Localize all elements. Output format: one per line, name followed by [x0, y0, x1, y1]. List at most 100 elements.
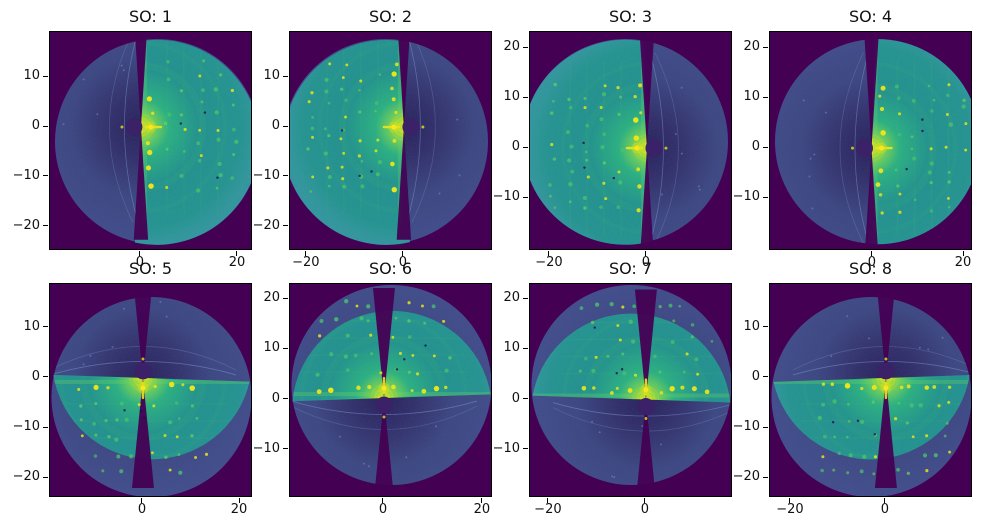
y-tick-label: 10 [23, 318, 40, 334]
tick-mark [236, 251, 238, 256]
y-tick-label: 20 [743, 39, 760, 55]
tick-mark [523, 448, 528, 450]
subplot-title: SO: 4 [848, 7, 893, 26]
x-tick-label: −20 [292, 255, 320, 270]
tick-mark [43, 125, 48, 127]
subplot-so-8: SO: 8 10 0 −10 −20 −20 0 [733, 259, 972, 517]
subplot-title: SO: 7 [608, 259, 653, 278]
tick-mark [763, 426, 768, 428]
tick-mark [283, 175, 288, 177]
y-tick-label: 10 [743, 89, 760, 105]
detector-image [290, 32, 491, 249]
tick-mark [283, 125, 288, 127]
x-tick-label: 20 [954, 255, 972, 270]
y-tick-label: 0 [271, 390, 280, 406]
tick-mark [139, 251, 141, 256]
axes-area [289, 31, 492, 250]
tick-mark [763, 46, 768, 48]
subplot-so-1: SO: 1 10 0 −10 −20 0 20 [13, 7, 252, 270]
beamstop [645, 139, 663, 157]
y-tick-label: 10 [503, 89, 520, 105]
tick-mark [283, 75, 288, 77]
axes-area [769, 283, 972, 497]
tick-mark [523, 196, 528, 198]
detector-image [530, 32, 731, 249]
y-tick-label: 10 [743, 318, 760, 334]
tick-mark [962, 251, 964, 256]
beamstop [637, 398, 655, 416]
tick-mark [523, 146, 528, 148]
y-tick-label: −20 [12, 217, 40, 233]
tick-mark [763, 196, 768, 198]
x-tick-label: 0 [880, 502, 890, 517]
tick-mark [481, 498, 483, 503]
subplot-so-5: SO: 5 10 0 −10 −20 0 20 [13, 259, 252, 517]
y-tick-label: 0 [751, 139, 760, 155]
beamstop [402, 118, 420, 136]
y-tick-label: −10 [492, 440, 520, 456]
y-tick-label: −10 [492, 189, 520, 204]
tick-mark [548, 251, 550, 256]
tick-mark [283, 297, 288, 299]
y-tick-label: −20 [12, 469, 40, 485]
tick-mark [283, 448, 288, 450]
x-tick-label: 0 [640, 502, 650, 517]
subplot-so-6: SO: 6 20 10 0 −10 0 20 [253, 259, 492, 517]
subplot-so-3: SO: 3 20 10 0 −10 −20 0 [493, 7, 732, 270]
axes-area [769, 31, 972, 250]
subplot-title: SO: 5 [128, 259, 173, 278]
beamstop [134, 362, 152, 380]
detector-image [290, 284, 491, 496]
tick-mark [43, 326, 48, 328]
tick-mark [402, 251, 404, 256]
x-tick-label: 20 [473, 502, 491, 517]
tick-mark [43, 376, 48, 378]
detector-image [530, 284, 731, 496]
x-tick-label: 0 [641, 255, 651, 270]
subplot-title: SO: 8 [848, 259, 893, 278]
axes-area [49, 31, 252, 250]
subplot-so-4: SO: 4 20 10 0 −10 0 20 [733, 7, 972, 270]
tick-mark [645, 251, 647, 256]
x-tick-label: 20 [228, 255, 246, 270]
tick-mark [43, 476, 48, 478]
y-tick-label: 0 [511, 390, 520, 406]
y-tick-label: −10 [252, 440, 280, 456]
tick-mark [644, 498, 646, 503]
axes-area [49, 283, 252, 497]
tick-mark [523, 96, 528, 98]
tick-mark [763, 376, 768, 378]
y-tick-label: 10 [23, 68, 40, 84]
y-tick-label: 0 [271, 118, 280, 134]
subplot-title: SO: 3 [608, 7, 653, 26]
tick-mark [871, 251, 873, 256]
x-tick-label: 0 [378, 502, 388, 517]
y-tick-label: 0 [31, 368, 40, 384]
x-tick-label: −20 [535, 255, 563, 270]
x-tick-label: 0 [398, 255, 408, 270]
y-tick-label: 0 [511, 139, 520, 155]
tick-mark [141, 498, 143, 503]
x-tick-label: −20 [776, 502, 804, 517]
y-tick-label: 0 [31, 118, 40, 134]
y-tick-label: −20 [732, 469, 760, 485]
tick-mark [238, 498, 240, 503]
subplot-title: SO: 2 [368, 7, 413, 26]
tick-mark [547, 498, 549, 503]
x-tick-label: 0 [867, 255, 877, 270]
tick-mark [283, 398, 288, 400]
tick-mark [763, 476, 768, 478]
tick-mark [283, 225, 288, 227]
axes-area [289, 283, 492, 497]
x-tick-label: 0 [137, 502, 147, 517]
y-tick-label: −10 [12, 167, 40, 183]
tick-mark [305, 251, 307, 256]
tick-mark [283, 347, 288, 349]
tick-mark [43, 75, 48, 77]
beamstop [375, 396, 393, 414]
tick-mark [763, 96, 768, 98]
beamstop [877, 362, 895, 380]
subplot-so-2: SO: 2 10 0 −10 −20 −20 0 [253, 7, 492, 270]
tick-mark [523, 297, 528, 299]
